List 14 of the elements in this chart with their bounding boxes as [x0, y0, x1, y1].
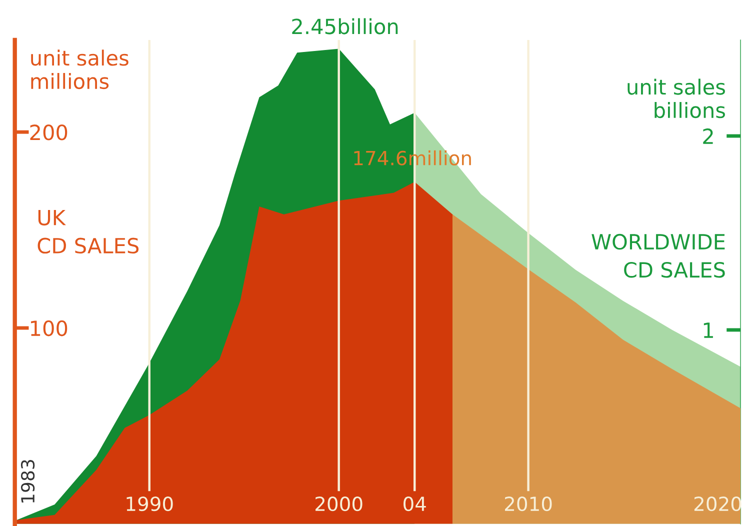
y-axis-title: unit sales millions: [31, 50, 128, 90]
y2-tick-label: 2: [703, 128, 713, 144]
y2-tick-label: 1: [704, 322, 713, 338]
x-tick-label: 2010: [504, 496, 552, 512]
x-tick-label: 1990: [126, 496, 173, 512]
annotation: 1983: [20, 460, 35, 503]
x-tick-label: 2000: [316, 496, 362, 512]
y-tick-label: 100: [31, 320, 68, 336]
text: 2.45billion: [292, 18, 398, 34]
y2-axis-title: unit sales billions: [628, 78, 725, 118]
annotation: WORLDWIDE CD SALES: [592, 234, 725, 278]
x-tick-label: 04: [404, 496, 426, 512]
y-tick-label: 200: [30, 124, 68, 140]
annotation: UK CD SALES: [38, 210, 139, 254]
